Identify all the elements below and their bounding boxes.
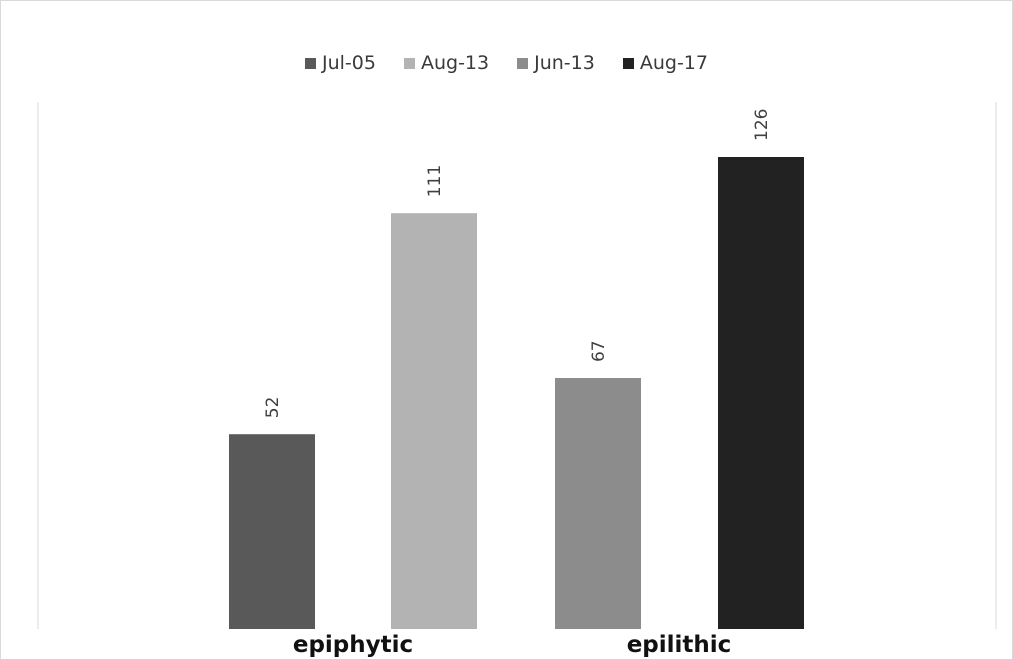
bar-jun-13-epilithic [555, 378, 641, 629]
legend-swatch-aug-13 [403, 57, 415, 69]
plot-frame [37, 102, 997, 629]
legend-label-aug-17: Aug-17 [639, 52, 708, 74]
bar-jul-05-epiphytic [229, 434, 315, 629]
bar-aug-17-epilithic [718, 157, 804, 629]
legend-swatch-aug-17 [622, 57, 634, 69]
bar-aug-13-epiphytic [391, 213, 477, 629]
data-label-jun-13: 67 [589, 340, 609, 362]
legend-label-aug-13: Aug-13 [420, 52, 490, 74]
legend-item-aug-17: Aug-17 [622, 52, 708, 74]
data-label-aug-13: 111 [425, 165, 445, 197]
legend: Jul-05 Aug-13 Jun-13 Aug-17 [0, 50, 1013, 76]
data-labels-group: 52 111 67 126 [263, 109, 772, 419]
x-tick-labels-group: epiphytic epilithic [293, 632, 731, 658]
data-label-jul-05: 52 [263, 397, 283, 419]
x-tick-label-epilithic: epilithic [627, 632, 732, 658]
legend-item-aug-13: Aug-13 [403, 52, 490, 74]
legend-swatch-jun-13 [517, 57, 529, 69]
legend-label-jul-05: Jul-05 [322, 52, 376, 74]
legend-item-jul-05: Jul-05 [305, 52, 376, 74]
data-label-aug-17: 126 [752, 109, 772, 141]
legend-swatch-jul-05 [305, 57, 316, 69]
x-tick-label-epiphytic: epiphytic [293, 632, 413, 658]
legend-item-jun-13: Jun-13 [517, 52, 595, 74]
legend-label-jun-13: Jun-13 [534, 52, 595, 74]
bars-group [229, 157, 804, 629]
